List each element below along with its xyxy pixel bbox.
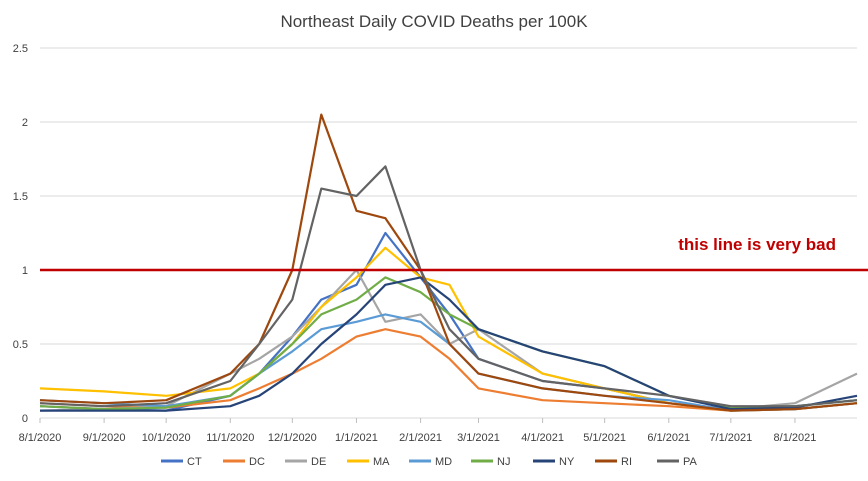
x-tick-label: 8/1/2021 [774, 432, 817, 444]
x-tick-label: 9/1/2020 [83, 432, 126, 444]
x-tick-label: 5/1/2021 [583, 432, 626, 444]
legend-label-pa: PA [683, 456, 698, 468]
y-tick-label: 1.5 [13, 191, 28, 203]
y-tick-label: 1 [22, 265, 28, 277]
legend-label-de: DE [311, 456, 326, 468]
x-tick-label: 11/1/2020 [206, 432, 254, 444]
x-tick-label: 2/1/2021 [399, 432, 442, 444]
legend-label-ct: CT [187, 456, 202, 468]
y-tick-label: 0 [22, 413, 28, 425]
x-tick-label: 4/1/2021 [521, 432, 564, 444]
y-tick-label: 2.5 [13, 43, 28, 55]
reference-line-group: this line is very bad [40, 235, 868, 272]
series-line-pa [39, 165, 858, 408]
x-axis: 8/1/2020 9/1/2020 10/1/2020 11/1/2020 12/1/2… [19, 418, 817, 444]
legend-label-nj: NJ [497, 456, 510, 468]
x-tick-label: 8/1/2020 [19, 432, 62, 444]
legend-label-ri: RI [621, 456, 632, 468]
x-tick-label: 7/1/2021 [709, 432, 752, 444]
y-tick-label: 0.5 [13, 339, 28, 351]
legend-label-md: MD [435, 456, 452, 468]
y-axis: 0 0.5 1 1.5 2 2.5 [13, 43, 28, 425]
series-line-dc [39, 328, 858, 412]
x-tick-label: 3/1/2021 [457, 432, 500, 444]
chart-title: Northeast Daily COVID Deaths per 100K [280, 12, 588, 31]
series-line-ct [39, 231, 858, 412]
legend: CT DC DE MA MD NJ NY RI PA [161, 456, 698, 468]
x-tick-label: 6/1/2021 [647, 432, 690, 444]
x-tick-label: 1/1/2021 [335, 432, 378, 444]
x-tick-label: 10/1/2020 [142, 432, 191, 444]
reference-line-label: this line is very bad [678, 235, 836, 254]
y-tick-label: 2 [22, 117, 28, 129]
series-line-ri [39, 113, 858, 412]
series-lines [39, 113, 858, 412]
grid-lines [40, 47, 857, 419]
legend-label-ma: MA [373, 456, 390, 468]
x-tick-label: 12/1/2020 [268, 432, 317, 444]
legend-label-ny: NY [559, 456, 575, 468]
legend-label-dc: DC [249, 456, 265, 468]
